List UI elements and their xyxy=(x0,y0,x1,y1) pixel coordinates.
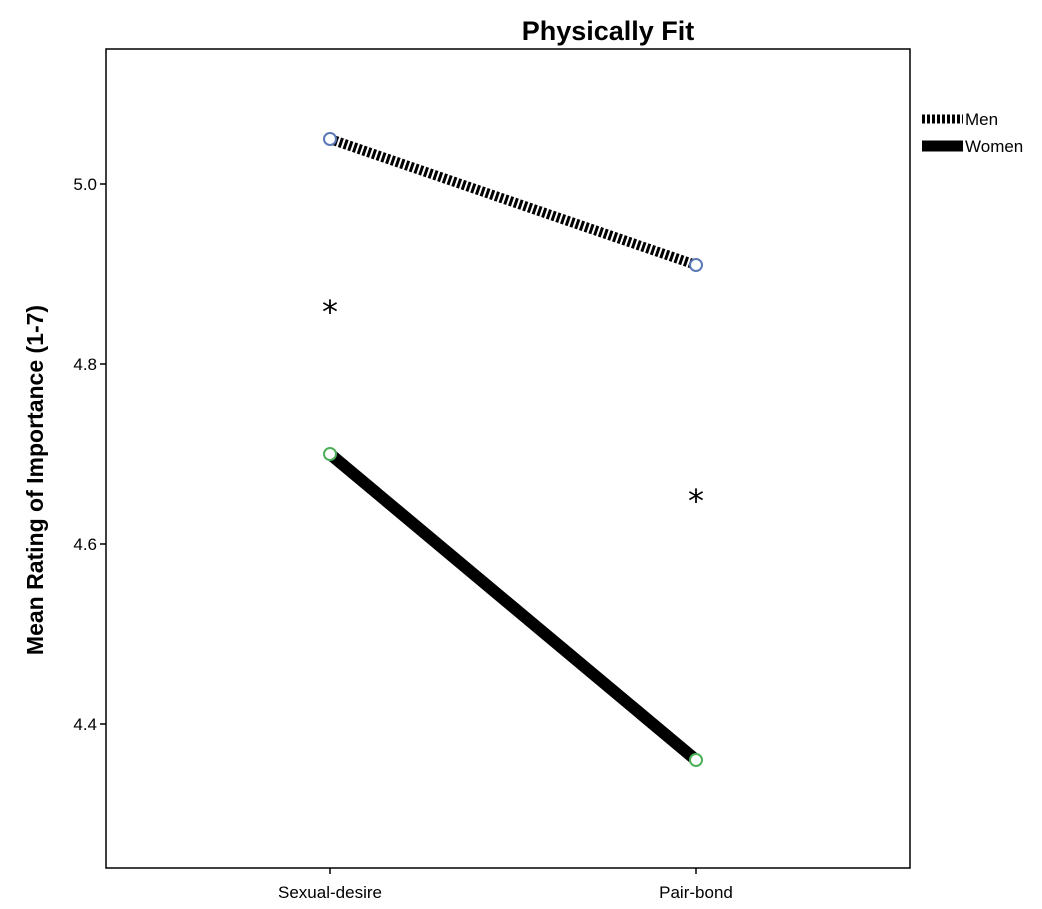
chart-title: Physically Fit xyxy=(522,16,695,46)
significance-asterisk: * xyxy=(688,482,704,520)
series-group xyxy=(323,132,703,767)
plot-area xyxy=(105,48,911,869)
y-tick-label: 4.4 xyxy=(73,715,97,734)
y-tick-label: 4.6 xyxy=(73,535,97,554)
significance-asterisk: * xyxy=(322,293,338,331)
legend-label-men: Men xyxy=(965,110,998,129)
series-line-women xyxy=(326,449,700,765)
x-tick-label: Sexual-desire xyxy=(278,883,382,902)
annotations: ** xyxy=(322,293,704,520)
y-axis: 4.4 4.6 4.8 5.0 xyxy=(73,175,106,734)
data-point-men-sexual-desire xyxy=(323,132,337,146)
data-point-women-pair-bond xyxy=(689,753,703,767)
data-point-men-pair-bond xyxy=(689,258,703,272)
x-axis: Sexual-desire Pair-bond xyxy=(278,868,733,902)
legend-label-women: Women xyxy=(965,137,1023,156)
y-tick-label: 5.0 xyxy=(73,175,97,194)
legend: Men Women xyxy=(922,110,1023,156)
series-line-men xyxy=(328,134,698,270)
data-point-women-sexual-desire xyxy=(323,447,337,461)
y-tick-label: 4.8 xyxy=(73,355,97,374)
y-axis-label: Mean Rating of Importance (1-7) xyxy=(22,305,48,655)
x-tick-label: Pair-bond xyxy=(659,883,733,902)
